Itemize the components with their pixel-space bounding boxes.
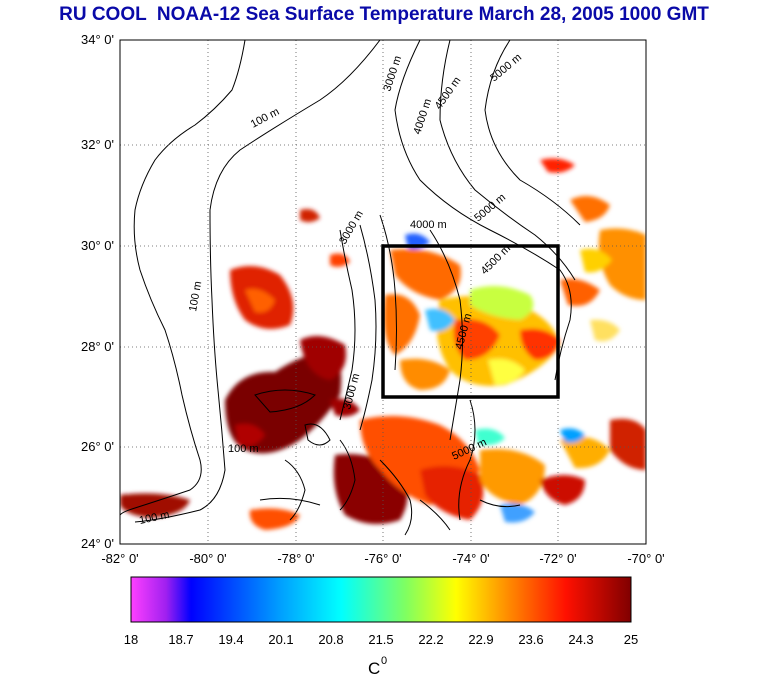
colorbar-tick-label: 23.6 [518,632,543,647]
contour-label: 100 m [228,443,259,455]
contours [120,40,581,536]
colorbar-unit: C [368,659,380,678]
lat-tick-label: 24° 0' [81,536,114,551]
lat-axis: 34° 0' 32° 0' 30° 0' 28° 0' 26° 0' 24° 0… [81,32,114,551]
colorbar-tick-label: 20.8 [318,632,343,647]
colorbar-tick-label: 22.2 [418,632,443,647]
lon-axis: -82° 0' -80° 0' -78° 0' -76° 0' -74° 0' … [101,551,664,566]
lat-tick-label: 28° 0' [81,339,114,354]
colorbar-tick-label: 22.9 [468,632,493,647]
lat-tick-label: 26° 0' [81,439,114,454]
lat-tick-label: 34° 0' [81,32,114,47]
lat-tick-label: 32° 0' [81,137,114,152]
map-title: RU COOL NOAA-12 Sea Surface Temperature … [59,4,709,25]
lat-tick-label: 30° 0' [81,238,114,253]
colorbar [130,576,632,623]
lon-tick-label: -70° 0' [627,551,664,566]
colorbar-tick-label: 18.7 [168,632,193,647]
colorbar-tick-label: 19.4 [218,632,243,647]
lon-tick-label: -76° 0' [364,551,401,566]
contour-label: 4000 m [410,219,447,231]
lon-tick-label: -78° 0' [277,551,314,566]
map-border [119,39,647,545]
colorbar-tick-label: 20.1 [268,632,293,647]
coastline [120,40,246,516]
lon-tick-label: -80° 0' [189,551,226,566]
lon-tick-label: -74° 0' [452,551,489,566]
colorbar-tick-label: 18 [124,632,138,647]
colorbar-tick-label: 25 [624,632,638,647]
colorbar-ticks: 18 18.7 19.4 20.1 20.8 21.5 22.2 22.9 23… [124,632,638,647]
colorbar-tick-label: 24.3 [568,632,593,647]
lon-tick-label: -72° 0' [539,551,576,566]
study-area-box [381,244,560,399]
contour-label: 100 m [187,280,204,312]
colorbar-tick-label: 21.5 [368,632,393,647]
colorbar-unit-superscript: 0 [381,655,387,667]
lon-tick-label: -82° 0' [101,551,138,566]
